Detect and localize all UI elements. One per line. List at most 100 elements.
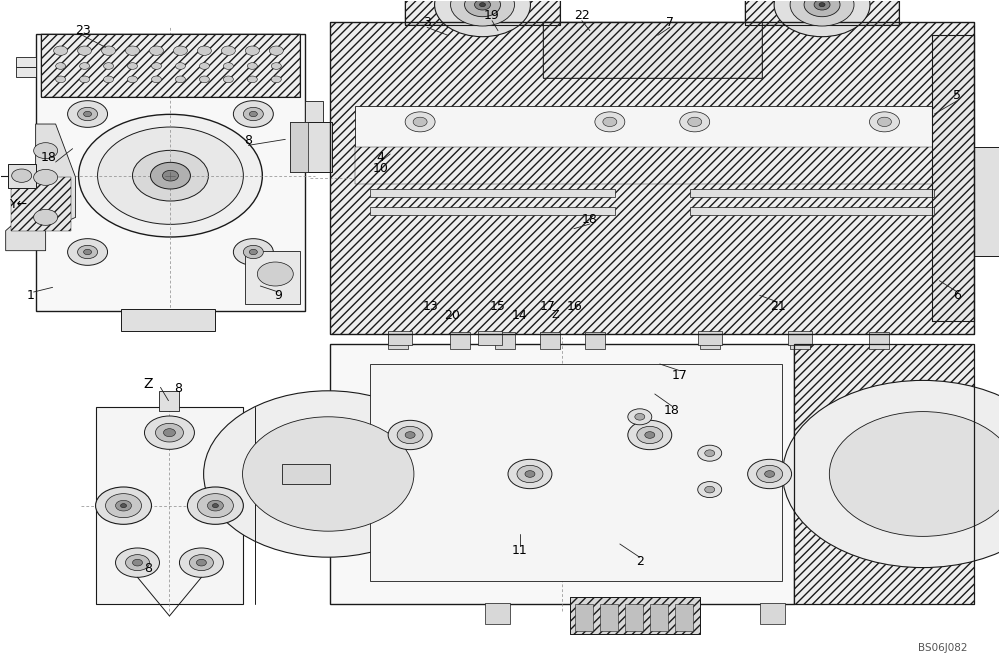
Circle shape	[68, 101, 108, 128]
Circle shape	[243, 245, 263, 259]
Circle shape	[247, 63, 257, 69]
Bar	[932, 35, 974, 321]
Circle shape	[635, 413, 645, 420]
Circle shape	[757, 466, 783, 483]
Circle shape	[628, 420, 672, 450]
Bar	[485, 603, 510, 624]
Circle shape	[451, 0, 514, 26]
Text: 18: 18	[664, 404, 680, 417]
Circle shape	[405, 432, 415, 438]
Circle shape	[163, 429, 175, 437]
Bar	[370, 189, 615, 197]
Bar	[388, 331, 412, 345]
Circle shape	[223, 63, 233, 69]
Bar	[570, 597, 700, 634]
Text: 8: 8	[244, 134, 252, 147]
Bar	[570, 597, 700, 634]
Circle shape	[144, 416, 194, 450]
Circle shape	[179, 548, 223, 577]
Circle shape	[765, 471, 775, 478]
Text: 18: 18	[582, 213, 598, 226]
Circle shape	[197, 46, 211, 55]
Text: 13: 13	[422, 299, 438, 313]
Text: 8: 8	[144, 562, 152, 575]
Bar	[96, 407, 243, 604]
Circle shape	[96, 487, 151, 524]
Circle shape	[84, 112, 92, 117]
Bar	[745, 0, 899, 25]
Bar	[745, 0, 899, 25]
Circle shape	[508, 460, 552, 489]
Bar	[932, 35, 974, 321]
Text: Z: Z	[551, 311, 559, 321]
Bar	[330, 344, 794, 604]
Circle shape	[269, 46, 283, 55]
Text: 16: 16	[567, 299, 583, 313]
Bar	[650, 604, 668, 631]
Bar	[585, 332, 605, 349]
Circle shape	[12, 169, 32, 182]
Circle shape	[790, 0, 854, 26]
Circle shape	[869, 112, 899, 132]
Circle shape	[149, 46, 163, 55]
Text: 8: 8	[174, 382, 182, 395]
Circle shape	[54, 46, 68, 55]
Circle shape	[116, 548, 159, 577]
Circle shape	[705, 450, 715, 456]
Circle shape	[628, 409, 652, 425]
Circle shape	[197, 494, 233, 518]
Circle shape	[151, 76, 161, 83]
Circle shape	[774, 0, 870, 37]
Circle shape	[128, 63, 138, 69]
Circle shape	[56, 76, 66, 83]
Circle shape	[80, 76, 90, 83]
Circle shape	[645, 432, 655, 438]
Circle shape	[133, 150, 208, 201]
Circle shape	[126, 46, 140, 55]
Circle shape	[155, 424, 183, 442]
Text: 9: 9	[274, 289, 282, 302]
Text: 20: 20	[444, 309, 460, 322]
Circle shape	[34, 170, 58, 185]
Circle shape	[175, 76, 185, 83]
Circle shape	[104, 63, 114, 69]
Bar	[625, 604, 643, 631]
Circle shape	[698, 445, 722, 461]
Circle shape	[748, 460, 792, 489]
Circle shape	[249, 249, 257, 255]
Text: 10: 10	[372, 162, 388, 175]
Circle shape	[475, 0, 491, 10]
Text: 2: 2	[636, 556, 644, 568]
Circle shape	[814, 0, 830, 10]
Text: 18: 18	[41, 151, 57, 164]
Bar	[370, 364, 782, 580]
Circle shape	[121, 504, 127, 508]
Bar	[540, 332, 560, 349]
Circle shape	[126, 554, 149, 570]
Circle shape	[397, 426, 423, 444]
Circle shape	[680, 112, 710, 132]
Circle shape	[175, 63, 185, 69]
Bar	[8, 164, 36, 188]
Circle shape	[221, 46, 235, 55]
Circle shape	[388, 420, 432, 450]
Bar	[869, 332, 889, 349]
Text: 6: 6	[953, 289, 961, 302]
Bar	[450, 332, 470, 349]
Bar	[370, 208, 615, 216]
Text: BS06J082: BS06J082	[918, 643, 967, 653]
Circle shape	[98, 127, 243, 224]
Circle shape	[104, 76, 114, 83]
Circle shape	[79, 114, 262, 237]
Bar	[760, 603, 785, 624]
Circle shape	[603, 117, 617, 126]
Bar	[121, 309, 215, 331]
Bar	[11, 177, 71, 230]
Circle shape	[80, 63, 90, 69]
Circle shape	[162, 170, 178, 181]
Bar	[794, 344, 974, 604]
Circle shape	[804, 0, 840, 17]
Circle shape	[128, 76, 138, 83]
Circle shape	[247, 76, 257, 83]
Circle shape	[405, 112, 435, 132]
